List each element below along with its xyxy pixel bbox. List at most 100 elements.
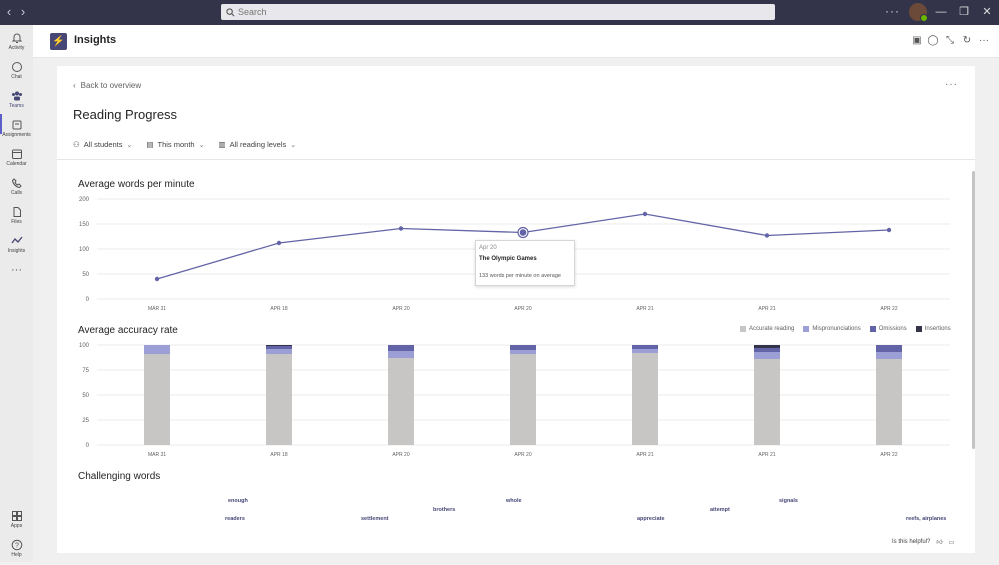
search-box[interactable] (221, 4, 775, 20)
more-options-icon[interactable]: ··· (979, 35, 989, 46)
bar-segment (266, 346, 292, 349)
students-filter[interactable]: ⚇ All students ⌄ (73, 140, 132, 149)
bar-segment (388, 345, 414, 351)
data-point (519, 229, 527, 236)
rail-label: Assignments (2, 132, 31, 138)
data-point (642, 211, 648, 217)
x-tick-label: MAR 31 (148, 306, 166, 312)
chevron-left-icon: ‹ (73, 81, 76, 90)
teams-icon (11, 91, 22, 101)
thumbs-up-icon[interactable]: 👍︎ (936, 540, 943, 546)
bell-icon (11, 33, 22, 43)
date-filter[interactable]: ▤ This month ⌄ (146, 140, 204, 149)
word-item[interactable]: appreciate (637, 516, 665, 522)
accuracy-chart: 0 25 50 75 100 MAR 31 APR 18 APR 20 APR 20 APR 21… (79, 343, 950, 458)
legend-item: Mispronunciations (803, 326, 861, 332)
more-options-icon[interactable]: ··· (885, 4, 900, 18)
insights-icon (10, 236, 23, 244)
app-header: ⚡ Insights ▣ ◯ ⤡ ↻ ··· (33, 25, 999, 58)
app-rail: Activity Chat Teams Assignments Calendar… (0, 25, 33, 562)
word-item[interactable]: attempt (710, 507, 730, 513)
more-apps-icon[interactable]: ··· (11, 264, 22, 276)
rail-item-insights[interactable]: Insights (0, 233, 33, 261)
calendar-icon: ▤ (146, 140, 154, 149)
filter-label: This month (157, 140, 195, 149)
more-options-icon[interactable]: ··· (945, 79, 958, 90)
word-item[interactable]: reefs, airplanes (906, 516, 947, 522)
page-title: Reading Progress (73, 107, 178, 122)
y-tick-label: 0 (86, 443, 90, 449)
rail-item-apps[interactable]: Apps (0, 508, 33, 536)
reading-level-filter[interactable]: ▥ All reading levels ⌄ (218, 140, 296, 149)
rail-label: Chat (11, 74, 22, 80)
chevron-down-icon: ⌄ (198, 141, 205, 149)
word-item[interactable]: whole (506, 498, 522, 504)
accuracy-chart-title: Average accuracy rate (78, 325, 178, 336)
bar-segment (754, 348, 780, 352)
word-item[interactable]: enough (228, 498, 248, 504)
legend-item: Accurate reading (740, 326, 794, 332)
help-icon: ? (11, 539, 22, 551)
rail-item-files[interactable]: Files (0, 204, 33, 232)
rail-item-calls[interactable]: Calls (0, 175, 33, 203)
rail-item-activity[interactable]: Activity (0, 30, 33, 58)
rail-item-chat[interactable]: Chat (0, 59, 33, 87)
maximize-icon[interactable]: ❐ (959, 6, 969, 18)
bar-segment (754, 345, 780, 348)
data-point (154, 276, 160, 282)
bar-segment (876, 359, 902, 445)
close-icon[interactable]: ✕ (982, 6, 992, 18)
feedback-bar: Is this helpful? 👍︎ ▭ (892, 538, 954, 546)
tooltip-description: 133 words per minute on average (479, 273, 561, 279)
rail-label: Insights (7, 248, 26, 254)
y-tick-label: 25 (82, 418, 89, 424)
y-tick-label: 75 (82, 368, 89, 374)
wpm-chart: 0 50 100 150 200 MAR 31 APR 18 APR 20 APR 20 APR … (79, 197, 950, 312)
scrollbar[interactable] (972, 171, 975, 449)
minimize-icon[interactable]: — (935, 6, 947, 18)
y-tick-label: 100 (79, 247, 90, 253)
chat-bubble-icon[interactable]: ◯ (927, 35, 939, 46)
search-input[interactable] (238, 7, 738, 17)
assignments-icon (12, 120, 21, 130)
y-tick-label: 150 (79, 222, 90, 228)
bar-segment (266, 349, 292, 354)
avatar[interactable] (909, 3, 928, 22)
back-to-overview-link[interactable]: ‹ Back to overview (73, 81, 141, 90)
bar-segment (266, 345, 292, 346)
chart-tooltip: Apr 20 The Olympic Games 133 words per m… (475, 240, 575, 286)
rail-item-calendar[interactable]: Calendar (0, 146, 33, 174)
rail-label: Files (11, 219, 22, 225)
back-arrow-icon[interactable]: ‹ (6, 4, 12, 19)
bar-segment (388, 351, 414, 358)
refresh-icon[interactable]: ↻ (962, 35, 972, 46)
app-title: Insights (74, 34, 117, 46)
data-point (398, 226, 404, 231)
tooltip-date: Apr 20 (479, 245, 497, 251)
rail-item-help[interactable]: ? Help (0, 537, 33, 565)
word-item[interactable]: brothers (433, 507, 456, 513)
rail-label: Activity (8, 45, 25, 51)
svg-text:?: ? (15, 543, 19, 550)
bar-segment (754, 359, 780, 445)
word-item[interactable]: settlement (361, 516, 389, 522)
bar-segment (876, 345, 902, 352)
x-tick-label: APR 22 (880, 306, 897, 312)
chart-legend: Accurate reading Mispronunciations Omiss… (740, 326, 951, 332)
search-icon (226, 7, 235, 16)
rail-item-assignments[interactable]: Assignments (0, 117, 33, 145)
x-tick-label: APR 18 (270, 452, 287, 458)
x-tick-label: APR 21 (758, 306, 775, 312)
tooltip-title: The Olympic Games (479, 256, 537, 262)
word-item[interactable]: signals (779, 498, 798, 504)
helpful-label: Is this helpful? (892, 539, 931, 545)
word-item[interactable]: readers (225, 516, 245, 522)
notes-icon[interactable]: ▣ (912, 35, 922, 46)
bar-segment (266, 354, 292, 445)
rail-item-teams[interactable]: Teams (0, 88, 33, 116)
pop-out-icon[interactable]: ⤡ (946, 35, 954, 46)
comment-icon[interactable]: ▭ (948, 539, 955, 546)
y-tick-label: 50 (82, 272, 89, 278)
insights-logo-icon: ⚡ (50, 33, 67, 50)
forward-arrow-icon[interactable]: › (20, 4, 26, 19)
